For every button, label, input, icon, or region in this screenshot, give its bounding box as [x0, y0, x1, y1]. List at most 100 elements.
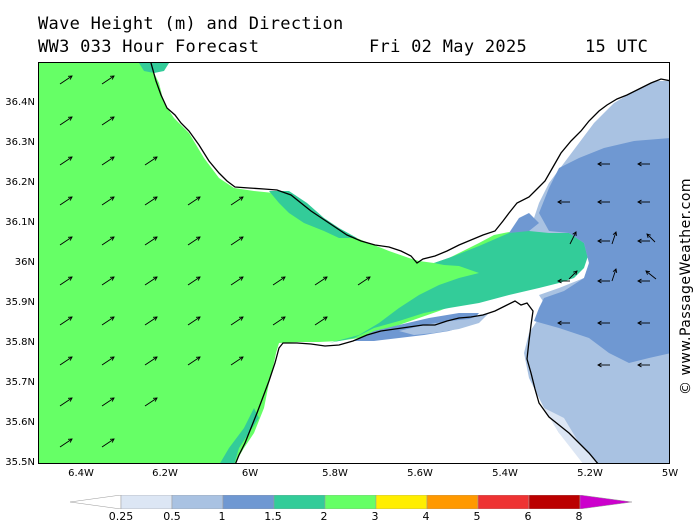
lat-label-36: 36N [14, 257, 35, 268]
wave-map[interactable] [38, 62, 670, 464]
arrow-w-10 [187, 196, 201, 206]
arrow-exit-5-head [645, 270, 651, 275]
arrow-w-29-head [238, 316, 244, 321]
lat-label-35-8: 35.8N [5, 337, 35, 348]
arrow-w-40-head [67, 438, 73, 443]
arrow-w-23 [314, 276, 328, 286]
legend-label-1-5: 1.5 [264, 510, 282, 523]
arrow-e-5-head [597, 238, 602, 244]
arrow-w-3 [101, 116, 115, 126]
arrow-w-13-head [109, 236, 115, 241]
arrow-w-22-head [280, 276, 286, 281]
arrow-exit-0 [569, 231, 577, 245]
arrow-w-38 [101, 397, 115, 407]
arrow-w-16 [230, 236, 244, 246]
legend-label-2: 2 [320, 510, 328, 523]
arrow-e-1-head [637, 161, 642, 167]
arrow-exit-4 [611, 268, 617, 282]
arrow-w-30 [272, 316, 286, 326]
arrow-w-17 [59, 276, 73, 286]
arrow-w-19-head [152, 276, 158, 281]
arrow-w-39 [144, 397, 158, 407]
arrow-w-20 [187, 276, 201, 286]
legend-swatch-6 [375, 494, 428, 510]
arrow-w-14 [144, 236, 158, 246]
chart-title: Wave Height (m) and Direction [38, 14, 344, 34]
arrow-w-27-head [152, 316, 158, 321]
arrow-e-6-head [637, 238, 642, 244]
arrow-exit-4-head [612, 268, 618, 274]
lon-label-5: 5W [661, 468, 679, 479]
arrow-exit-2-head [646, 233, 651, 238]
legend-swatch-8 [477, 494, 530, 510]
lat-label-35-7: 35.7N [5, 377, 35, 388]
arrow-e-13-head [597, 362, 602, 368]
arrow-w-27 [144, 316, 158, 326]
lon-label-6-2: 6.2W [152, 468, 178, 479]
arrow-w-34-head [152, 356, 158, 361]
arrow-w-37 [59, 397, 73, 407]
legend-label-1: 1 [218, 510, 226, 523]
arrow-w-28 [187, 316, 201, 326]
arrow-exit-0-head [572, 231, 577, 237]
arrow-e-12-head [637, 320, 642, 326]
arrow-w-4 [59, 156, 73, 166]
arrow-w-37-head [67, 397, 73, 402]
arrow-w-8-head [109, 196, 115, 201]
arrow-w-40 [59, 438, 73, 448]
arrow-e-11-head [597, 320, 602, 326]
arrow-w-31-head [322, 316, 328, 321]
arrow-e-7-head [557, 278, 562, 284]
arrow-w-34 [144, 356, 158, 366]
arrow-w-8 [101, 196, 115, 206]
arrow-w-16-head [238, 236, 244, 241]
arrow-w-12 [59, 236, 73, 246]
arrow-e-2-head [557, 199, 562, 205]
arrow-w-36 [230, 356, 244, 366]
arrow-exit-3-head [573, 270, 578, 275]
forecast-time: 15 UTC [585, 37, 649, 57]
arrow-w-23-head [322, 276, 328, 281]
arrow-w-11 [230, 196, 244, 206]
arrow-w-6 [144, 156, 158, 166]
arrow-w-28-head [195, 316, 201, 321]
wave-region-strait-light [399, 313, 489, 335]
lon-label-5-2: 5.2W [577, 468, 603, 479]
legend-swatch-2 [171, 494, 224, 510]
color-legend [69, 494, 633, 510]
wave-region-1-5-2m-strait [329, 229, 589, 343]
arrow-w-14-head [152, 236, 158, 241]
arrow-w-0-head [67, 75, 73, 80]
lat-label-35-9: 35.9N [5, 297, 35, 308]
lon-label-5-6: 5.6W [407, 468, 433, 479]
arrow-e-14-head [637, 362, 642, 368]
lat-label-36-2: 36.2N [5, 177, 35, 188]
arrow-w-9 [144, 196, 158, 206]
arrow-e-3-head [597, 199, 602, 205]
arrow-w-33 [101, 356, 115, 366]
wave-direction-arrows [59, 75, 657, 448]
legend-swatch-above [579, 494, 633, 510]
arrow-w-24 [357, 276, 371, 286]
arrow-w-6-head [152, 156, 158, 161]
legend-swatch-4 [273, 494, 326, 510]
arrow-w-25-head [67, 316, 73, 321]
arrow-w-26 [101, 316, 115, 326]
arrow-e-4-head [637, 199, 642, 205]
forecast-label: WW3 033 Hour Forecast [38, 37, 260, 57]
arrow-e-10-head [557, 320, 562, 326]
legend-bar [69, 494, 633, 510]
coastlines [150, 63, 669, 463]
arrow-w-41-head [109, 438, 115, 443]
legend-swatch-5 [324, 494, 377, 510]
arrow-w-39-head [152, 397, 158, 402]
lon-label-6: 6W [241, 468, 259, 479]
arrow-w-2 [59, 116, 73, 126]
arrow-e-9-head [637, 278, 642, 284]
arrow-e-8-head [597, 278, 602, 284]
arrow-w-38-head [109, 397, 115, 402]
arrow-w-26-head [109, 316, 115, 321]
arrow-w-7 [59, 196, 73, 206]
arrow-w-35 [187, 356, 201, 366]
arrow-w-41 [101, 438, 115, 448]
